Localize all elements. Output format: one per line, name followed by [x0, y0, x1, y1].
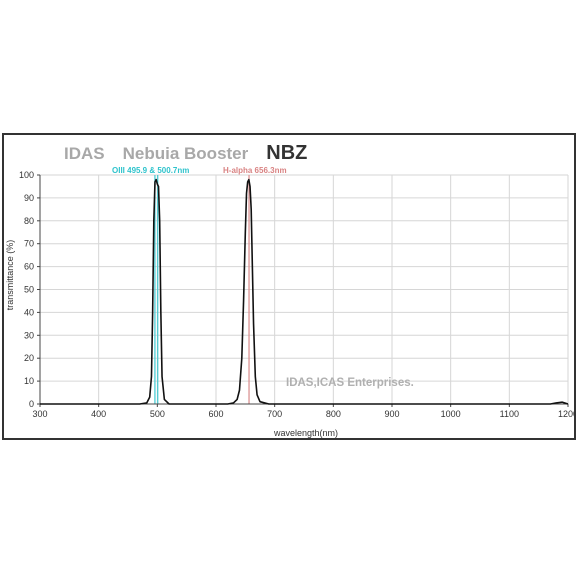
chart-title-model: NBZ	[266, 142, 307, 164]
x-axis-label: wavelength(nm)	[273, 428, 338, 438]
y-axis-label: transmittance (%)	[5, 240, 15, 311]
x-tick-label: 700	[267, 409, 282, 419]
watermark-text: IDAS,ICAS Enterprises.	[286, 377, 414, 389]
y-tick-label: 90	[24, 193, 34, 203]
y-tick-label: 40	[24, 307, 34, 317]
transmission-curve	[40, 178, 569, 405]
x-tick-label: 900	[384, 409, 399, 419]
series	[40, 178, 569, 405]
labels: IDAS Nebuia Booster NBZ OIII 495.9 & 500…	[5, 142, 414, 438]
x-tick-label: 500	[150, 409, 165, 419]
y-tick-label: 10	[24, 376, 34, 386]
oiii-annotation: OIII 495.9 & 500.7nm	[112, 166, 189, 175]
y-tick-label: 20	[24, 353, 34, 363]
y-tick-label: 30	[24, 330, 34, 340]
x-tick-label: 400	[91, 409, 106, 419]
grid	[39, 174, 569, 405]
reference-lines	[154, 175, 250, 404]
y-tick-label: 0	[29, 399, 34, 409]
y-tick-label: 60	[24, 262, 34, 272]
halpha-annotation: H-alpha 656.3nm	[223, 166, 287, 175]
y-tick-label: 100	[19, 170, 34, 180]
x-tick-label: 600	[208, 409, 223, 419]
chart-title-brand: IDAS	[64, 144, 105, 163]
y-tick-label: 50	[24, 285, 34, 295]
y-tick-label: 80	[24, 216, 34, 226]
y-tick-label: 70	[24, 239, 34, 249]
x-tick-label: 1100	[500, 409, 519, 419]
chart-title-product: Nebuia Booster	[123, 144, 249, 163]
x-tick-label: 1000	[441, 409, 461, 419]
x-tick-label: 800	[326, 409, 341, 419]
x-tick-label: 300	[32, 409, 47, 419]
